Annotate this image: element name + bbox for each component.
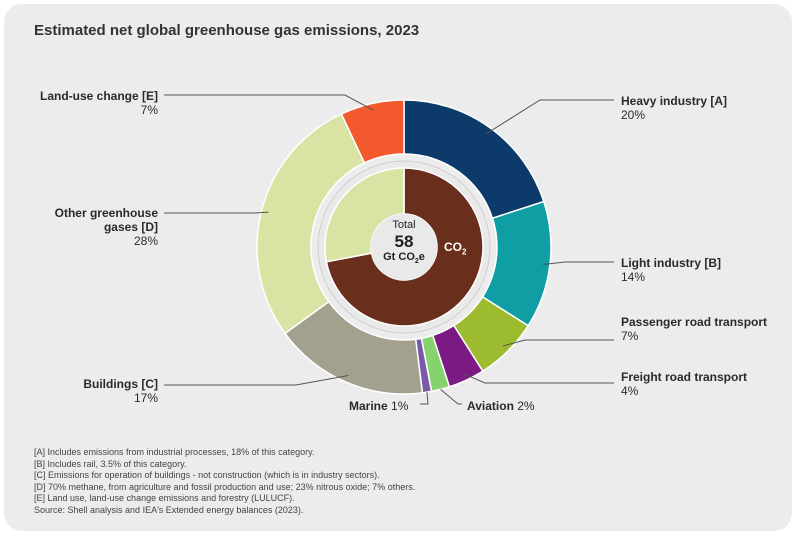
slice-land-use-change [340, 99, 405, 164]
center-total-value: 58 [394, 232, 414, 251]
footnote-e: [E] Land use, land-use change emissions … [34, 493, 295, 503]
label-marine: Marine 1% [349, 399, 409, 413]
label-land-use-change: Land-use change [E] 7% [39, 89, 158, 117]
center-total: Total 58 Gt CO2e [364, 219, 444, 268]
leader-freight-road-transport [463, 373, 614, 384]
label-heavy-industry: Heavy industry [A] 20% [621, 94, 728, 122]
label-light-industry: Light industry [B] 14% [621, 256, 721, 284]
footnote-d: [D] 70% methane, from agriculture and fo… [34, 481, 416, 492]
leader-light-industry [542, 261, 614, 266]
co2-inner-label: CO2 [444, 240, 467, 257]
leader-aviation [440, 388, 462, 405]
outer-ring [256, 99, 552, 395]
center-hole [371, 214, 437, 280]
leader-buildings [164, 374, 349, 386]
label-buildings: Buildings [C] 17% [83, 377, 158, 405]
leader-land-use-change [164, 94, 374, 111]
leader-passenger-road-transport [502, 339, 614, 347]
center-total-label: Total [392, 219, 416, 231]
footnote-a: [A] Includes emissions from industrial p… [34, 447, 315, 457]
chart-title: Estimated net global greenhouse gas emis… [34, 22, 420, 39]
leader-marine [420, 392, 429, 405]
center-total-unit: Gt CO2e [383, 251, 425, 266]
label-freight-road-transport: Freight road transport 4% [621, 370, 748, 398]
footnote-b: [B] Includes rail, 3.5% of this category… [34, 458, 187, 469]
leader-heavy-industry [486, 99, 614, 135]
footnotes: [A] Includes emissions from industrial p… [34, 447, 415, 516]
label-aviation: Aviation 2% [467, 399, 535, 413]
label-passenger-road-transport: Passenger road transport 7% [621, 315, 768, 343]
label-other-greenhouse-gases: Other greenhouse gases [D] 28% [54, 206, 158, 248]
footnote-source: Source: Shell analysis and IEA's Extende… [34, 504, 304, 515]
leader-lines [164, 94, 614, 405]
slice-other-greenhouse-gases [256, 112, 366, 335]
leader-other-greenhouse-gases [164, 211, 269, 214]
footnote-c: [C] Emissions for operation of buildings… [34, 470, 380, 480]
